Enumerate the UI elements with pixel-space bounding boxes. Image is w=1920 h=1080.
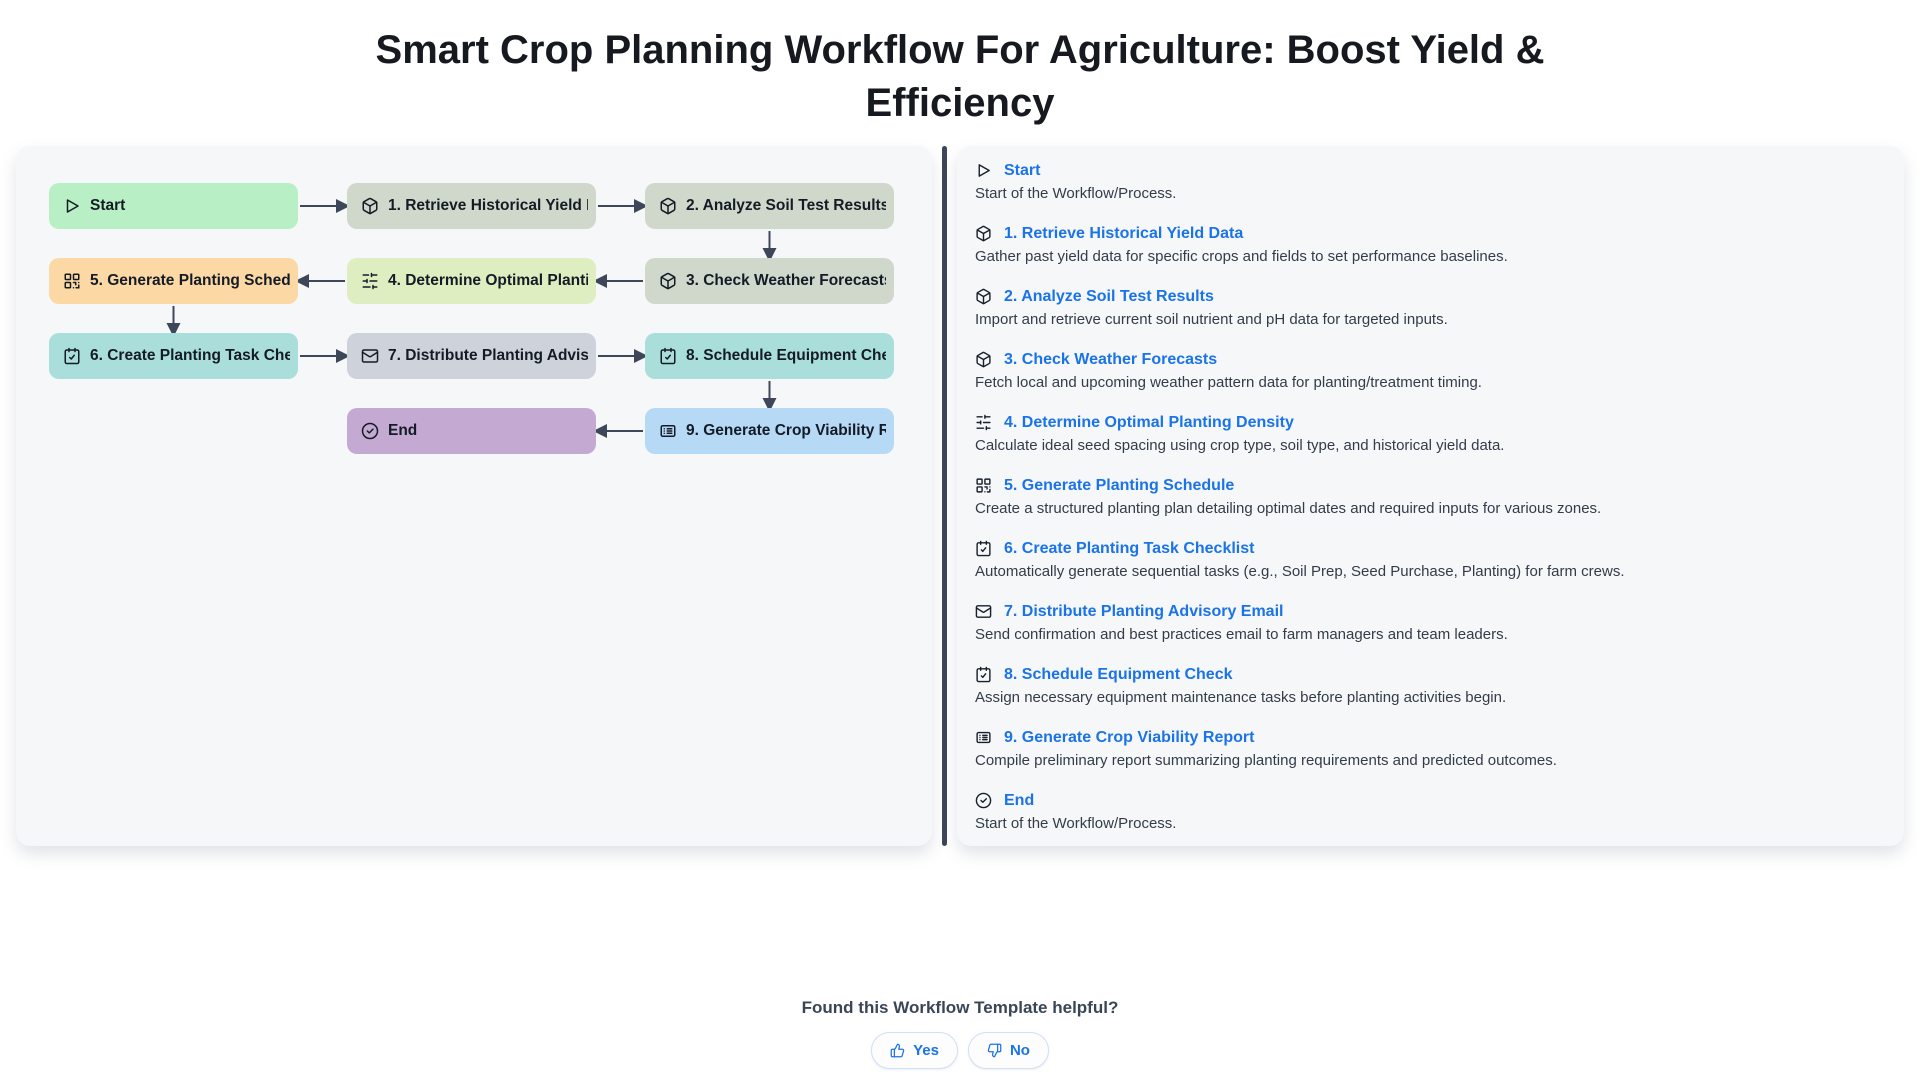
page-title: Smart Crop Planning Workflow For Agricul… (375, 28, 1545, 125)
calendar-check-icon (975, 540, 992, 557)
thumbs-up-icon (890, 1043, 905, 1058)
detail-description: Import and retrieve current soil nutrien… (975, 310, 1448, 328)
check-circle-icon (975, 792, 992, 809)
no-button-label: No (1009, 1041, 1030, 1059)
flow-node-step-1[interactable]: 1. Retrieve Historical Yield Data (347, 182, 596, 229)
flow-node-end[interactable]: End (347, 407, 596, 454)
workflow-diagram-panel: Start 1. Retrieve Historical Yield Data … (16, 145, 932, 846)
detail-item-step-3: 3. Check Weather Forecasts Fetch local a… (975, 350, 1886, 392)
flow-node-label: 7. Distribute Planting Advisory Email (388, 346, 588, 364)
detail-description: Send confirmation and best practices ema… (975, 625, 1508, 643)
yes-button[interactable]: Yes (871, 1031, 958, 1069)
detail-description: Create a structured planting plan detail… (975, 499, 1602, 517)
detail-title[interactable]: 8. Schedule Equipment Check (1004, 665, 1233, 683)
detail-title[interactable]: 1. Retrieve Historical Yield Data (1004, 224, 1244, 242)
detail-description: Automatically generate sequential tasks … (975, 562, 1625, 580)
sliders-icon (975, 414, 992, 431)
detail-title[interactable]: 4. Determine Optimal Planting Density (1004, 413, 1294, 431)
box-icon (361, 197, 379, 215)
box-icon (659, 197, 677, 215)
flow-node-label: Start (90, 196, 126, 214)
detail-description: Calculate ideal seed spacing using crop … (975, 436, 1505, 454)
detail-item-step-1: 1. Retrieve Historical Yield Data Gather… (975, 224, 1886, 266)
box-icon (975, 351, 992, 368)
detail-item-step-6: 6. Create Planting Task Checklist Automa… (975, 539, 1886, 581)
detail-item-step-7: 7. Distribute Planting Advisory Email Se… (975, 602, 1886, 644)
detail-description: Assign necessary equipment maintenance t… (975, 688, 1507, 706)
detail-item-start: Start Start of the Workflow/Process. (975, 161, 1886, 203)
flow-node-label: End (388, 421, 418, 439)
table-list-icon (659, 422, 677, 440)
table-list-icon (975, 729, 992, 746)
check-circle-icon (361, 422, 379, 440)
calendar-check-icon (659, 347, 677, 365)
detail-title[interactable]: 3. Check Weather Forecasts (1004, 350, 1218, 368)
panel-divider (942, 145, 947, 846)
flow-node-step-6[interactable]: 6. Create Planting Task Checklist (49, 332, 298, 379)
detail-title[interactable]: 9. Generate Crop Viability Report (1004, 728, 1255, 746)
flow-node-step-7[interactable]: 7. Distribute Planting Advisory Email (347, 332, 596, 379)
feedback-question: Found this Workflow Template helpful? (801, 997, 1119, 1017)
detail-item-step-9: 9. Generate Crop Viability Report Compil… (975, 728, 1886, 770)
flow-node-step-2[interactable]: 2. Analyze Soil Test Results (645, 182, 894, 229)
box-icon (975, 288, 992, 305)
mail-icon (975, 603, 992, 620)
qr-code-icon (63, 272, 81, 290)
detail-description: Fetch local and upcoming weather pattern… (975, 373, 1482, 391)
detail-title[interactable]: 6. Create Planting Task Checklist (1004, 539, 1255, 557)
flow-node-label: 5. Generate Planting Schedule (90, 271, 290, 289)
no-button[interactable]: No (967, 1031, 1049, 1069)
flow-node-label: 6. Create Planting Task Checklist (90, 346, 290, 364)
detail-item-step-2: 2. Analyze Soil Test Results Import and … (975, 287, 1886, 329)
box-icon (659, 272, 677, 290)
detail-item-end: End Start of the Workflow/Process. (975, 791, 1886, 833)
detail-title[interactable]: 7. Distribute Planting Advisory Email (1004, 602, 1284, 620)
play-icon (63, 197, 81, 215)
flow-node-label: 1. Retrieve Historical Yield Data (388, 196, 588, 214)
detail-title[interactable]: 5. Generate Planting Schedule (1004, 476, 1235, 494)
detail-description: Compile preliminary report summarizing p… (975, 751, 1557, 769)
flow-node-step-3[interactable]: 3. Check Weather Forecasts (645, 257, 894, 304)
flow-arrows (166, 198, 777, 438)
main-content: Start 1. Retrieve Historical Yield Data … (0, 145, 1920, 846)
flow-node-label: 9. Generate Crop Viability Report (686, 421, 886, 439)
yes-button-label: Yes (913, 1041, 939, 1059)
play-icon (975, 162, 992, 179)
detail-description: Start of the Workflow/Process. (975, 814, 1177, 832)
detail-description: Gather past yield data for specific crop… (975, 247, 1508, 265)
flow-node-label: 2. Analyze Soil Test Results (686, 196, 886, 214)
thumbs-down-icon (987, 1043, 1002, 1058)
flow-node-step-8[interactable]: 8. Schedule Equipment Check (645, 332, 894, 379)
flow-node-step-5[interactable]: 5. Generate Planting Schedule (49, 257, 298, 304)
detail-item-step-4: 4. Determine Optimal Planting Density Ca… (975, 413, 1886, 455)
detail-title[interactable]: Start (1004, 161, 1041, 179)
workflow-details-panel: Start Start of the Workflow/Process. 1. … (957, 145, 1904, 846)
flow-node-step-4[interactable]: 4. Determine Optimal Planting Density (347, 257, 596, 304)
sliders-icon (361, 272, 379, 290)
qr-code-icon (975, 477, 992, 494)
calendar-check-icon (63, 347, 81, 365)
flow-node-start[interactable]: Start (49, 182, 298, 229)
flow-node-label: 8. Schedule Equipment Check (686, 346, 886, 364)
detail-title[interactable]: 2. Analyze Soil Test Results (1004, 287, 1214, 305)
feedback-section: Found this Workflow Template helpful? Ye… (0, 998, 1920, 1069)
calendar-check-icon (975, 666, 992, 683)
flow-node-label: 3. Check Weather Forecasts (686, 271, 886, 289)
box-icon (975, 225, 992, 242)
detail-item-step-8: 8. Schedule Equipment Check Assign neces… (975, 665, 1886, 707)
detail-title[interactable]: End (1004, 791, 1035, 809)
detail-description: Start of the Workflow/Process. (975, 184, 1177, 202)
mail-icon (361, 347, 379, 365)
flow-node-step-9[interactable]: 9. Generate Crop Viability Report (645, 407, 894, 454)
flow-node-label: 4. Determine Optimal Planting Density (388, 271, 588, 289)
detail-item-step-5: 5. Generate Planting Schedule Create a s… (975, 476, 1886, 518)
